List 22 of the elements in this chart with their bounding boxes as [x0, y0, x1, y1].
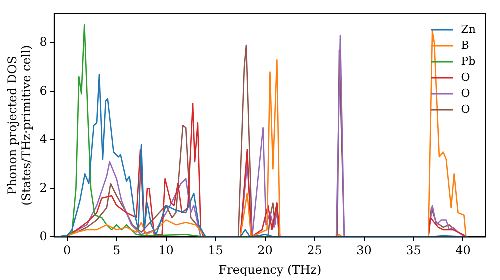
y-tick-label: 8: [40, 35, 48, 50]
x-tick-label: 30: [356, 244, 372, 258]
y-axis-title: Phonon projected DOS (States/THz·primitive cell): [5, 45, 34, 206]
y-tick-label: 2: [40, 180, 48, 195]
x-tick-label: 40: [456, 244, 471, 258]
x-tick-label: 35: [406, 244, 422, 258]
x-tick-label: 0: [63, 244, 72, 258]
x-tick-label: 15: [208, 244, 224, 258]
x-tick-label: 20: [258, 244, 273, 258]
x-tick-label: 10: [158, 244, 174, 258]
y-tick-label: 0: [40, 229, 48, 244]
x-tick-label: 25: [307, 244, 322, 258]
legend-label: B: [461, 38, 470, 52]
y-tick-label: 6: [40, 84, 48, 98]
legend-label: O: [461, 70, 470, 84]
legend-label: Pb: [461, 54, 476, 68]
legend-label: O: [461, 86, 470, 100]
x-axis-title: Frequency (THz): [218, 262, 322, 277]
y-tick-label: 4: [40, 132, 48, 146]
legend-label: Zn: [461, 22, 476, 36]
legend-label: O: [461, 102, 470, 116]
x-tick-label: 5: [112, 244, 121, 258]
